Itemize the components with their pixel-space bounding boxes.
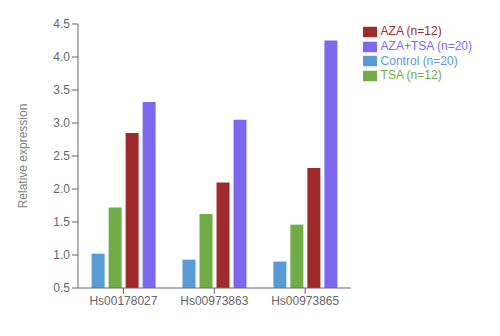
- html-text:TSA (n=12): TSA (n=12): [380, 68, 442, 83]
- svg-text:2.5: 2.5: [53, 149, 70, 163]
- svg-text:3.0: 3.0: [53, 116, 70, 130]
- html-text:AZA+TSA (n=20): AZA+TSA (n=20): [380, 38, 472, 53]
- html-text:AZA (n=12): AZA (n=12): [380, 24, 442, 38]
- svg-text:Relative expression: Relative expression: [16, 104, 30, 209]
- html-text:Control (n=20): Control (n=20): [380, 53, 458, 68]
- svg-text:2.0: 2.0: [53, 182, 70, 196]
- svg-text:4.0: 4.0: [53, 50, 70, 64]
- svg-text:0.5: 0.5: [53, 281, 70, 295]
- svg-text:1.0: 1.0: [53, 248, 70, 262]
- svg-text:Hs00973863: Hs00973863: [180, 294, 248, 308]
- svg-text:4.5: 4.5: [53, 17, 70, 31]
- svg-text:1.5: 1.5: [53, 215, 70, 229]
- svg-text:Hs00178027: Hs00178027: [89, 294, 157, 308]
- svg-text:Hs00973865: Hs00973865: [271, 294, 339, 308]
- svg-text:3.5: 3.5: [53, 83, 70, 97]
